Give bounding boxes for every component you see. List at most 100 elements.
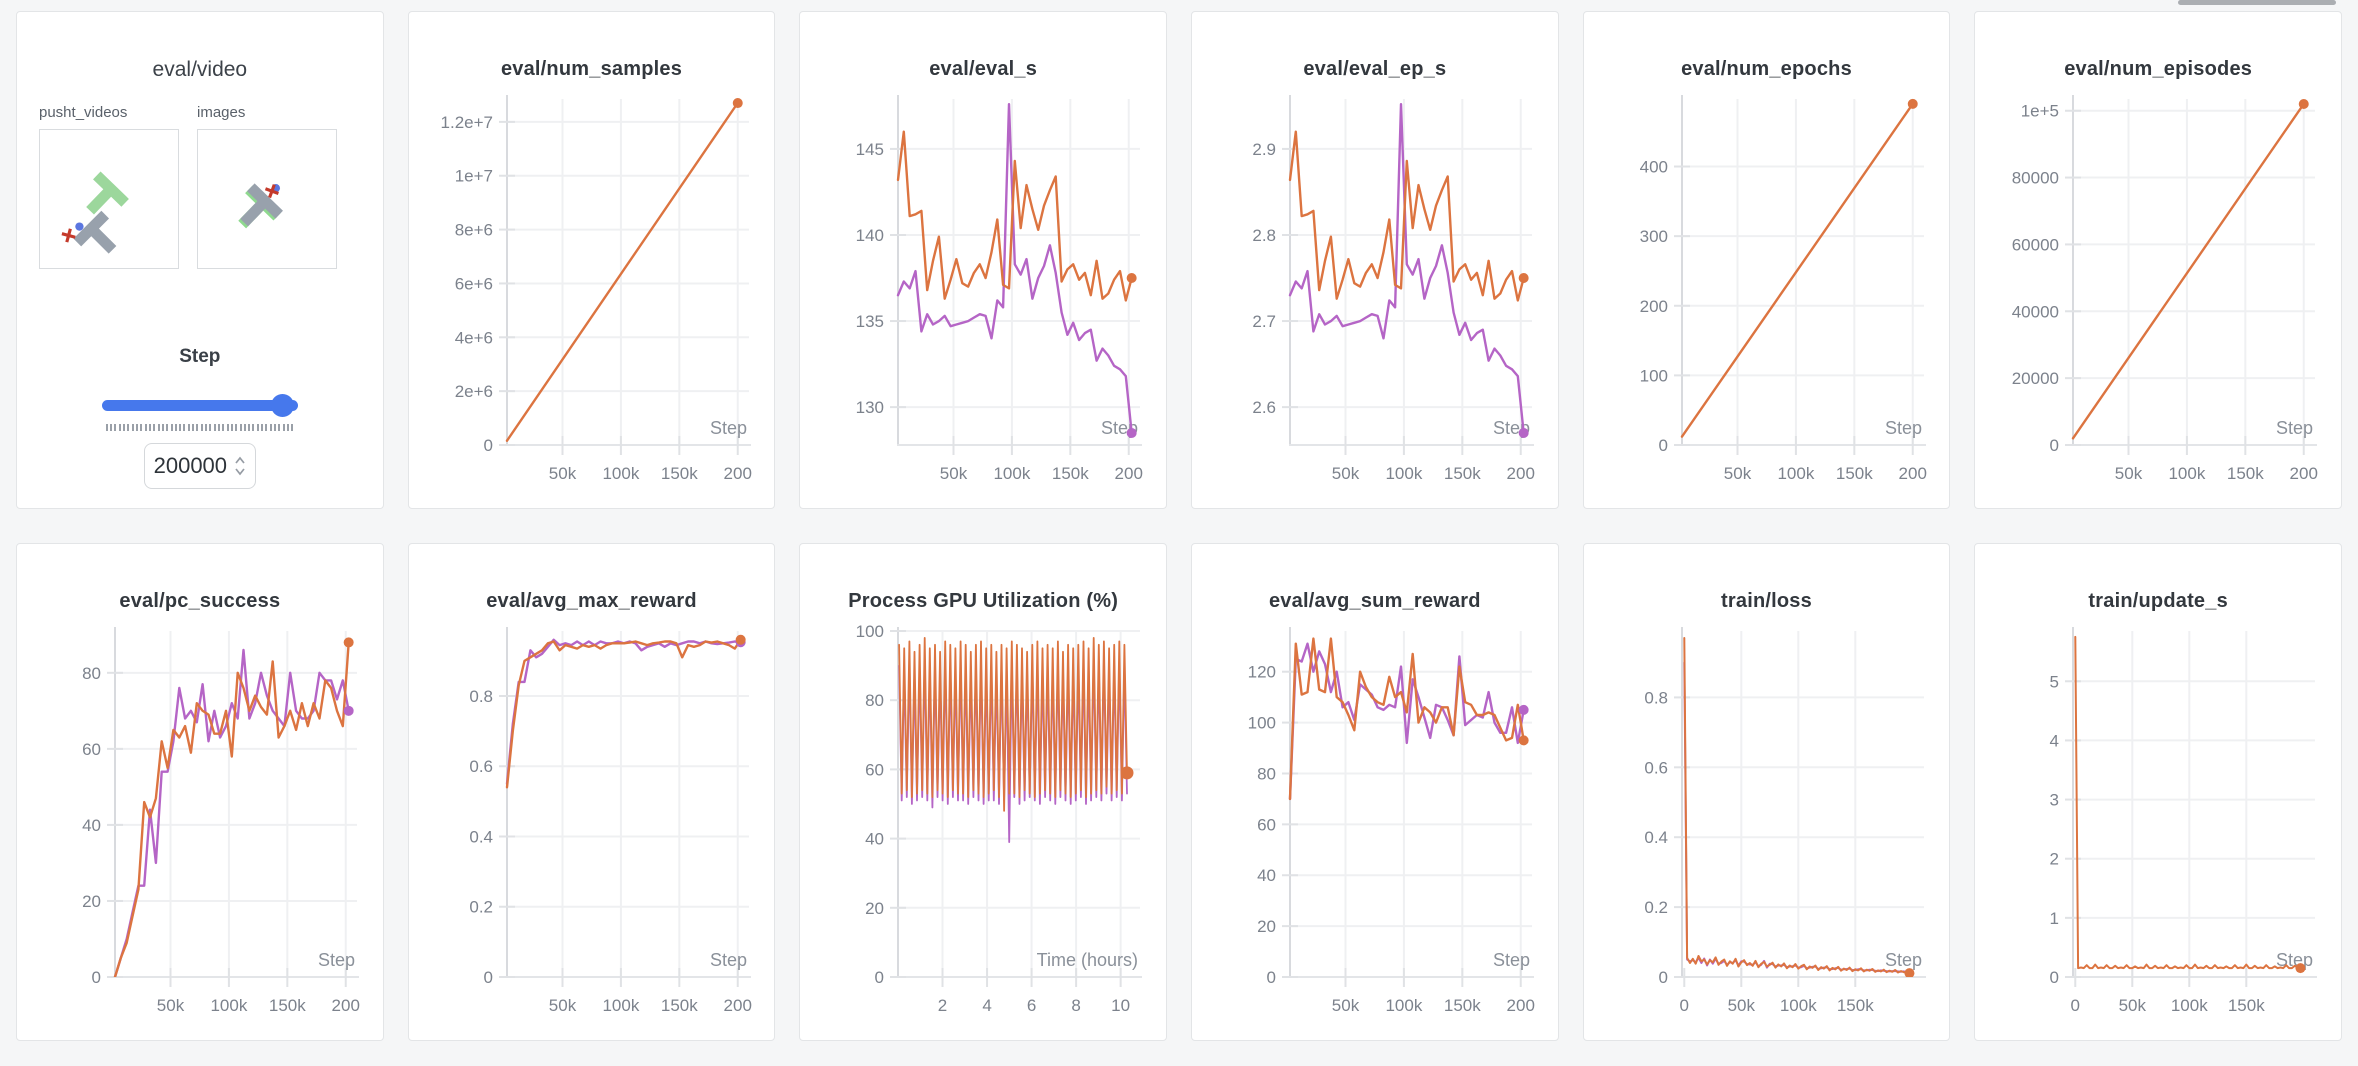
- svg-text:200: 200: [1507, 464, 1535, 483]
- chart-title: train/update_s: [2088, 590, 2228, 612]
- step-value-input[interactable]: 200000: [143, 443, 256, 489]
- svg-text:145: 145: [856, 140, 884, 159]
- horizontal-scrollbar-thumb[interactable]: [2178, 0, 2336, 5]
- chart-title: eval/num_episodes: [2064, 58, 2253, 80]
- svg-text:0.8: 0.8: [469, 687, 493, 706]
- panel-eval-num-samples: eval/num_samples 0 2e+6 4e+6 6e+6 8e+6 1e+7 1.…: [407, 11, 776, 509]
- chart-title: eval/num_samples: [500, 58, 683, 80]
- gray-t-shape: [73, 210, 117, 254]
- svg-text:50k: 50k: [2115, 464, 2143, 483]
- svg-text:2: 2: [938, 996, 947, 1015]
- chart-title: Process GPU Utilization (%): [848, 590, 1119, 612]
- media-panel-title: eval/video: [152, 58, 248, 81]
- svg-text:0.2: 0.2: [469, 898, 493, 917]
- svg-text:150k: 150k: [269, 996, 306, 1015]
- svg-text:50k: 50k: [1723, 464, 1751, 483]
- chart-title: eval/avg_sum_reward: [1268, 590, 1481, 612]
- svg-text:200: 200: [2290, 464, 2318, 483]
- svg-text:0.4: 0.4: [469, 827, 493, 846]
- svg-text:0: 0: [1267, 968, 1276, 987]
- svg-text:1e+5: 1e+5: [2021, 102, 2059, 121]
- svg-text:60: 60: [865, 760, 884, 779]
- svg-text:100: 100: [856, 622, 884, 641]
- svg-text:1e+7: 1e+7: [454, 167, 492, 186]
- media-row: pusht_videos images: [17, 104, 383, 274]
- pusht-videos-thumbnail[interactable]: [39, 129, 179, 269]
- panel-eval-num-episodes: eval/num_episodes 0 20000 40000 60000 80000 1…: [1974, 11, 2342, 509]
- step-slider-thumb[interactable]: [270, 394, 294, 417]
- chart-title: eval/pc_success: [119, 590, 281, 612]
- stepper-up-down-icon[interactable]: [234, 454, 246, 478]
- chart-eval-num-episodes[interactable]: 0 20000 40000 60000 80000 1e+5 50k 100k 150k 200 S…: [1975, 85, 2342, 489]
- svg-text:8: 8: [1072, 996, 1081, 1015]
- svg-text:400: 400: [1639, 158, 1667, 177]
- svg-text:2.6: 2.6: [1252, 398, 1276, 417]
- svg-text:100k: 100k: [1780, 996, 1817, 1015]
- svg-text:100k: 100k: [994, 464, 1031, 483]
- svg-text:0: 0: [1658, 968, 1667, 987]
- chart-eval-num-samples[interactable]: 0 2e+6 4e+6 6e+6 8e+6 1e+7 1.2e+7 50k 100k 150k 20…: [409, 85, 776, 489]
- svg-text:100k: 100k: [1385, 464, 1422, 483]
- svg-text:40: 40: [865, 830, 884, 849]
- svg-text:Step: Step: [710, 950, 747, 970]
- svg-text:50k: 50k: [1332, 464, 1360, 483]
- step-slider-track[interactable]: [101, 400, 298, 411]
- svg-text:8e+6: 8e+6: [454, 221, 492, 240]
- svg-text:2.8: 2.8: [1252, 226, 1276, 245]
- svg-text:20000: 20000: [2012, 369, 2059, 388]
- svg-text:80: 80: [865, 691, 884, 710]
- chart-train-loss[interactable]: 0 0.2 0.4 0.6 0.8 0 50k 100k 150k Step: [1584, 617, 1951, 1021]
- target-cross-icon: [264, 184, 279, 199]
- panel-eval-video: eval/video pusht_videos: [16, 11, 384, 509]
- svg-text:100k: 100k: [1385, 996, 1422, 1015]
- step-slider[interactable]: [101, 394, 298, 418]
- svg-text:150k: 150k: [1444, 464, 1481, 483]
- svg-text:2.7: 2.7: [1252, 312, 1276, 331]
- svg-text:6: 6: [1027, 996, 1036, 1015]
- svg-text:0: 0: [1658, 436, 1667, 455]
- media-item-pusht-videos: pusht_videos: [39, 104, 179, 274]
- svg-text:40: 40: [1257, 866, 1276, 885]
- svg-text:50k: 50k: [157, 996, 185, 1015]
- panel-eval-eval-ep-s: eval/eval_ep_s 2.6 2.7 2.8 2.9 50k 100k 150k 20…: [1190, 11, 1559, 509]
- svg-text:150k: 150k: [1836, 464, 1873, 483]
- svg-text:50k: 50k: [940, 464, 968, 483]
- svg-text:40000: 40000: [2012, 302, 2059, 321]
- svg-text:100k: 100k: [602, 464, 639, 483]
- svg-text:150k: 150k: [661, 996, 698, 1015]
- svg-text:120: 120: [1248, 663, 1276, 682]
- svg-text:4: 4: [2050, 731, 2059, 750]
- svg-text:Step: Step: [710, 418, 747, 438]
- svg-text:150k: 150k: [1052, 464, 1089, 483]
- svg-text:0: 0: [2050, 968, 2059, 987]
- svg-text:6e+6: 6e+6: [454, 274, 492, 293]
- svg-text:2: 2: [2050, 850, 2059, 869]
- chart-eval-pc-success[interactable]: 0 20 40 60 80 50k 100k 150k 200 Step: [17, 617, 384, 1021]
- svg-text:100k: 100k: [1777, 464, 1814, 483]
- svg-text:60: 60: [1257, 815, 1276, 834]
- chart-eval-avg-sum-reward[interactable]: 0 20 40 60 80 100 120 50k 100k 150k 200 Step: [1192, 617, 1559, 1021]
- chart-eval-avg-max-reward[interactable]: 0 0.2 0.4 0.6 0.8 50k 100k 150k 200 Step: [409, 617, 776, 1021]
- chart-gpu-utilization[interactable]: 0 20 40 60 80 100 2 4 6 8 10 Time (hours): [800, 617, 1167, 1021]
- svg-text:200: 200: [1639, 297, 1667, 316]
- svg-text:0: 0: [875, 968, 884, 987]
- step-slider-ruler-ticks: [105, 424, 294, 431]
- svg-text:50k: 50k: [548, 464, 576, 483]
- images-thumbnail[interactable]: [197, 129, 337, 269]
- svg-text:135: 135: [856, 312, 884, 331]
- panel-eval-avg-sum-reward: eval/avg_sum_reward 0 20 40 60 80 100 120 50k 10…: [1190, 543, 1559, 1041]
- svg-text:200: 200: [332, 996, 360, 1015]
- target-cross-icon: [61, 228, 76, 243]
- step-value: 200000: [153, 453, 228, 478]
- svg-text:200: 200: [1898, 464, 1926, 483]
- svg-text:100: 100: [1639, 366, 1667, 385]
- svg-text:0: 0: [92, 968, 101, 987]
- panel-eval-avg-max-reward: eval/avg_max_reward 0 0.2 0.4 0.6 0.8 50k 100k…: [407, 543, 776, 1041]
- chart-eval-num-epochs[interactable]: 0 100 200 300 400 50k 100k 150k 200 Step: [1584, 85, 1951, 489]
- panel-train-update-s: train/update_s 0 1 2 3 4 5 0 50k 100k 150k Step: [1974, 543, 2342, 1041]
- svg-text:100k: 100k: [2169, 464, 2206, 483]
- svg-text:Step: Step: [2276, 418, 2313, 438]
